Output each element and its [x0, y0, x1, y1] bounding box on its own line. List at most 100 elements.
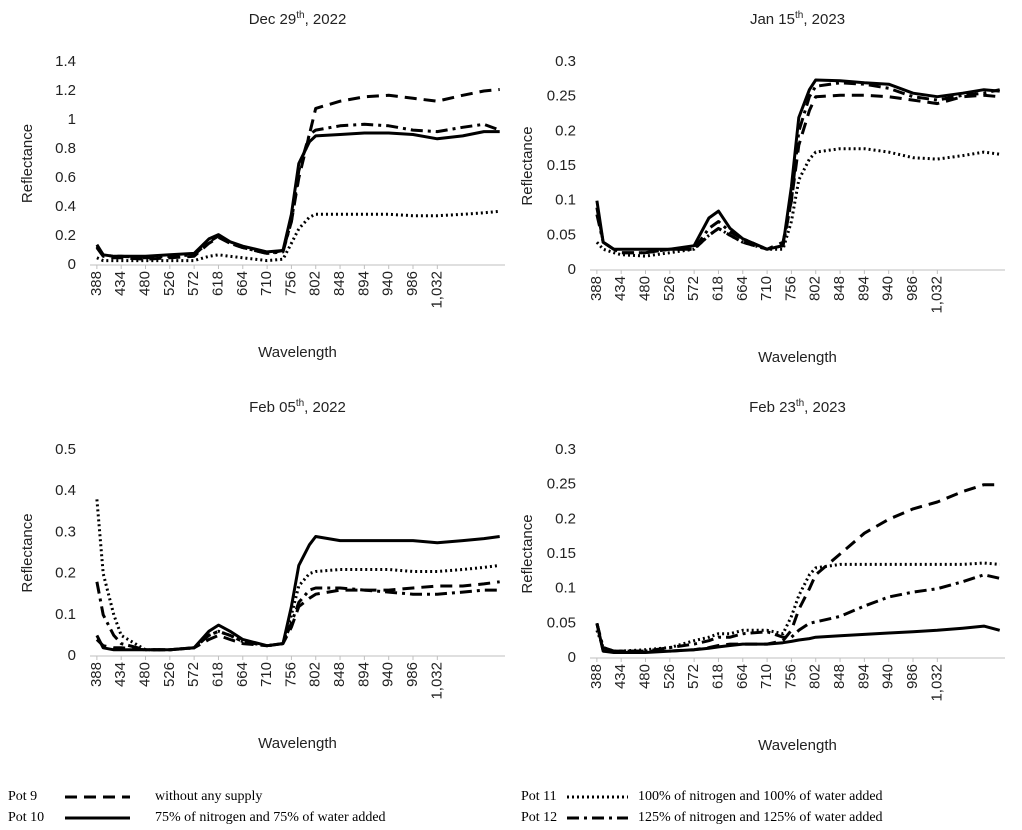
x-tick-label: 986: [404, 271, 421, 296]
x-axis-label: Wavelength: [758, 737, 837, 754]
x-tick-label: 940: [380, 662, 397, 687]
chart-title: Feb 05th, 2022: [249, 398, 346, 416]
legend-description: 100% of nitrogen and 100% of water added: [638, 789, 883, 804]
title-part: Feb 23: [749, 399, 796, 416]
x-tick-label: 388: [588, 664, 605, 689]
x-tick-label: 434: [112, 271, 129, 296]
legend-name: Pot 9: [8, 789, 37, 804]
legend-description: 125% of nitrogen and 125% of water added: [638, 810, 883, 825]
x-tick-label: 526: [661, 276, 678, 301]
legend-name: Pot 10: [8, 810, 44, 825]
x-tick-label: 848: [331, 662, 348, 687]
chart-title: Jan 15th, 2023: [750, 10, 845, 28]
x-tick-label: 710: [258, 271, 275, 296]
legend-name: Pot 12: [521, 810, 557, 825]
title-part: , 2023: [804, 399, 846, 416]
x-tick-label: 664: [234, 662, 251, 687]
x-tick-label: 664: [234, 271, 251, 296]
x-tick-label: 572: [185, 662, 202, 687]
series-line: [595, 147, 1000, 258]
y-tick-label: 0.3: [555, 441, 576, 458]
x-tick-label: 434: [612, 276, 629, 301]
y-axis-label: Reflectance: [19, 124, 36, 203]
x-tick-label: 434: [112, 662, 129, 687]
x-tick-label: 940: [880, 664, 897, 689]
x-tick-label: 480: [136, 271, 153, 296]
y-tick-label: 0.5: [55, 441, 76, 458]
x-tick-label: 802: [307, 662, 324, 687]
x-tick-label: 986: [904, 664, 921, 689]
x-tick-label: 1,032: [428, 271, 445, 309]
x-axis-label: Wavelength: [258, 735, 337, 752]
x-tick-label: 848: [831, 276, 848, 301]
x-tick-label: 986: [404, 662, 421, 687]
x-tick-label: 572: [685, 664, 702, 689]
y-tick-label: 0.1: [555, 192, 576, 209]
y-tick-label: 0.05: [547, 226, 576, 243]
y-tick-label: 0.4: [55, 198, 76, 215]
x-axis-label: Wavelength: [258, 344, 337, 361]
legend-name: Pot 11: [521, 789, 557, 804]
title-part: , 2022: [305, 11, 347, 28]
x-tick-label: 940: [880, 276, 897, 301]
x-tick-label: 710: [258, 662, 275, 687]
y-tick-label: 0: [68, 256, 76, 273]
title-part: th: [795, 10, 803, 21]
title-part: th: [296, 10, 304, 21]
x-tick-label: 756: [282, 662, 299, 687]
x-tick-label: 1,032: [428, 662, 445, 700]
x-axis-label: Wavelength: [758, 349, 837, 366]
x-tick-label: 894: [355, 271, 372, 296]
x-tick-label: 526: [161, 271, 178, 296]
series-line: [595, 573, 1001, 653]
title-part: , 2023: [803, 11, 845, 28]
y-tick-label: 0.8: [55, 140, 76, 157]
y-tick-label: 0.25: [547, 476, 576, 493]
y-tick-label: 0.3: [55, 523, 76, 540]
series-line: [95, 122, 501, 260]
y-tick-label: 0.15: [547, 545, 576, 562]
x-tick-label: 802: [807, 276, 824, 301]
y-tick-label: 0.25: [547, 88, 576, 105]
x-tick-label: 480: [136, 662, 153, 687]
title-part: , 2022: [304, 399, 346, 416]
series-line: [95, 130, 500, 258]
x-tick-label: 572: [685, 276, 702, 301]
y-tick-label: 0.15: [547, 157, 576, 174]
y-tick-label: 1.2: [55, 82, 76, 99]
x-tick-label: 756: [782, 276, 799, 301]
x-tick-label: 664: [734, 276, 751, 301]
y-tick-label: 0.2: [55, 227, 76, 244]
x-tick-label: 388: [88, 271, 105, 296]
series-line: [595, 81, 1001, 255]
chart-title: Feb 23th, 2023: [749, 398, 846, 416]
legend-description: without any supply: [155, 789, 262, 804]
y-tick-label: 1.4: [55, 53, 76, 70]
y-tick-label: 0.6: [55, 169, 76, 186]
y-axis-label: Reflectance: [519, 514, 536, 593]
x-tick-label: 894: [355, 662, 372, 687]
y-tick-label: 0.3: [555, 53, 576, 70]
series-line: [595, 561, 1000, 653]
x-tick-label: 526: [661, 664, 678, 689]
x-tick-label: 894: [855, 664, 872, 689]
title-part: Dec 29: [249, 11, 297, 28]
x-tick-label: 848: [831, 664, 848, 689]
y-tick-label: 0.1: [555, 580, 576, 597]
y-tick-label: 0.05: [547, 614, 576, 631]
x-tick-label: 756: [282, 271, 299, 296]
x-tick-label: 894: [855, 276, 872, 301]
x-tick-label: 848: [331, 271, 348, 296]
y-tick-label: 0.4: [55, 482, 76, 499]
y-tick-label: 0: [568, 649, 576, 666]
y-tick-label: 1: [68, 111, 76, 128]
y-tick-label: 0.1: [55, 606, 76, 623]
y-axis-label: Reflectance: [19, 513, 36, 592]
x-tick-label: 710: [758, 276, 775, 301]
x-tick-label: 1,032: [928, 664, 945, 702]
x-tick-label: 710: [758, 664, 775, 689]
y-axis-label: Reflectance: [519, 126, 536, 205]
title-part: Feb 05: [249, 399, 296, 416]
x-tick-label: 480: [636, 664, 653, 689]
x-tick-label: 618: [209, 662, 226, 687]
